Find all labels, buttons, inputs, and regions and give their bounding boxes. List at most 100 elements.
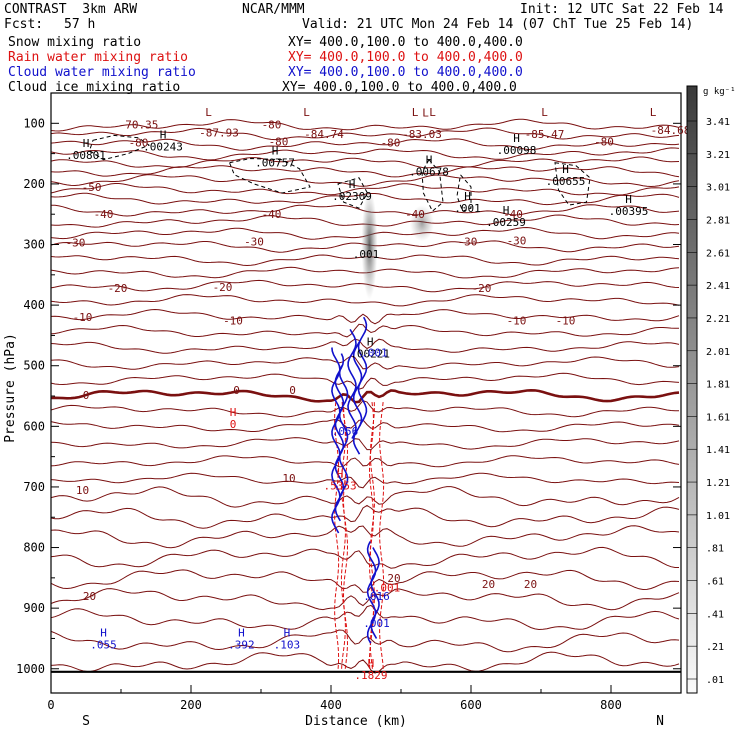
cloud-water-contour (347, 328, 357, 439)
extremum-mark: L (541, 106, 548, 119)
temperature-label: 20 (482, 578, 495, 591)
isotherm-line (50, 192, 680, 206)
cloud-ice-shading (410, 205, 434, 242)
temperature-label: -10 (507, 314, 527, 327)
temperature-label: -80 (594, 135, 614, 148)
y-tick-label: 500 (23, 359, 45, 373)
extremum-value: .001 (353, 248, 380, 261)
temperature-label: 10 (282, 472, 295, 485)
extremum-value: .055 (90, 638, 117, 651)
extremum-value: .392 (228, 638, 255, 651)
temperature-label: -10 (556, 314, 576, 327)
extremum-value: .001 (361, 346, 388, 359)
colorbar-label: 2.21 (706, 314, 730, 325)
temperature-label: -30 (507, 234, 527, 247)
isotherm-line (50, 455, 680, 468)
zero-isotherm-line (50, 388, 680, 404)
extremum-mark: H (368, 657, 375, 670)
temperature-label: -70.35 (119, 119, 159, 132)
isotherm-line (50, 174, 680, 188)
colorbar-label: .41 (706, 609, 724, 620)
extremum-mark: H (426, 154, 433, 167)
colorbar-label: 1.21 (706, 478, 730, 489)
extremum-mark: L (303, 106, 310, 119)
extremum-value: .001 (454, 202, 481, 215)
temperature-label: -40 (262, 208, 282, 221)
snow-contour (88, 134, 151, 161)
plot-frame (50, 92, 682, 694)
colorbar-label: 1.41 (706, 445, 730, 456)
snow-contour (421, 158, 444, 212)
extremum-value: .1829 (354, 669, 387, 682)
y-tick-label: 400 (23, 298, 45, 312)
extremum-value: .00243 (143, 140, 183, 153)
x-tick-label: 600 (460, 698, 482, 712)
isotherm-line (50, 355, 680, 370)
isotherm-line (50, 418, 680, 433)
south-end-label: S (82, 714, 90, 729)
temperature-label: -20 (472, 282, 492, 295)
extremum-mark: L (205, 106, 212, 119)
field-cloudwater-xy: XY= 400.0,100.0 to 400.0,400.0 (288, 65, 523, 80)
extremum-value: 0 (230, 418, 237, 431)
x-tick-label: 200 (180, 698, 202, 712)
isotherm-line (50, 569, 680, 593)
extremum-mark: H (464, 190, 471, 203)
model-title: CONTRAST 3km ARW (4, 2, 138, 17)
extremum-mark: H (337, 468, 344, 481)
cloud-ice-shading (361, 189, 378, 300)
field-rain-name: Rain water mixing ratio (8, 50, 189, 65)
forecast-label: Fcst: (4, 17, 44, 32)
cloud-water-contour (338, 365, 349, 497)
temperature-label: -80 (269, 135, 289, 148)
snow-contour (228, 157, 311, 194)
temperature-label: 20 (387, 572, 400, 585)
colorbar-label: 3.01 (706, 183, 730, 194)
colorbar-unit: g kg⁻¹ (703, 87, 736, 97)
colorbar-label: 1.01 (706, 511, 730, 522)
isotherm-line (50, 588, 680, 611)
temperature-label: 0 (289, 384, 296, 397)
temperature-label: -10 (223, 314, 243, 327)
extremum-value: .103 (274, 638, 301, 651)
temperature-label: 20 (524, 578, 537, 591)
x-tick-label: 800 (600, 698, 622, 712)
temperature-label: -87.93 (199, 126, 239, 139)
temperature-label: -84.74 (304, 128, 344, 141)
isotherm-line (50, 308, 680, 325)
isotherm-line (50, 147, 680, 161)
temperature-label: -30 (244, 235, 264, 248)
valid-time: Valid: 21 UTC Mon 24 Feb 14 (07 ChT Tue … (302, 17, 694, 32)
rain-contour (342, 402, 349, 669)
temperature-label: -80 (262, 119, 282, 132)
extremum-mark: L (422, 106, 429, 119)
isotherm-line (50, 437, 680, 451)
cloud-water-contour (357, 316, 368, 427)
rain-contour (340, 402, 346, 669)
temperature-label: -80 (381, 137, 401, 150)
temperature-label: 20 (83, 590, 96, 603)
y-tick-label: 600 (23, 419, 45, 433)
extremum-value: .00655 (546, 175, 586, 188)
init-time: Init: 12 UTC Sat 22 Feb 14 (520, 2, 724, 17)
temperature-label: -30 (66, 237, 86, 250)
colorbar-label: .21 (706, 642, 724, 653)
temperature-label: -84.68 (651, 124, 691, 137)
snow-contour (456, 173, 472, 212)
extremum-mark: H (562, 163, 569, 176)
extremum-mark: H (83, 137, 90, 150)
y-tick-label: 900 (23, 601, 45, 615)
y-tick-label: 300 (23, 238, 45, 252)
x-tick-label: 400 (320, 698, 342, 712)
isotherm-line (50, 165, 680, 178)
north-end-label: N (656, 714, 664, 729)
center-name: NCAR/MMM (242, 2, 305, 17)
y-tick-label: 200 (23, 177, 45, 191)
y-tick-label: 100 (23, 116, 45, 130)
temperature-label: -10 (73, 311, 93, 324)
extremum-mark: H (230, 406, 237, 419)
isotherm-line (50, 504, 680, 529)
rain-contour (379, 402, 385, 669)
cloud-water-contour (366, 541, 377, 644)
